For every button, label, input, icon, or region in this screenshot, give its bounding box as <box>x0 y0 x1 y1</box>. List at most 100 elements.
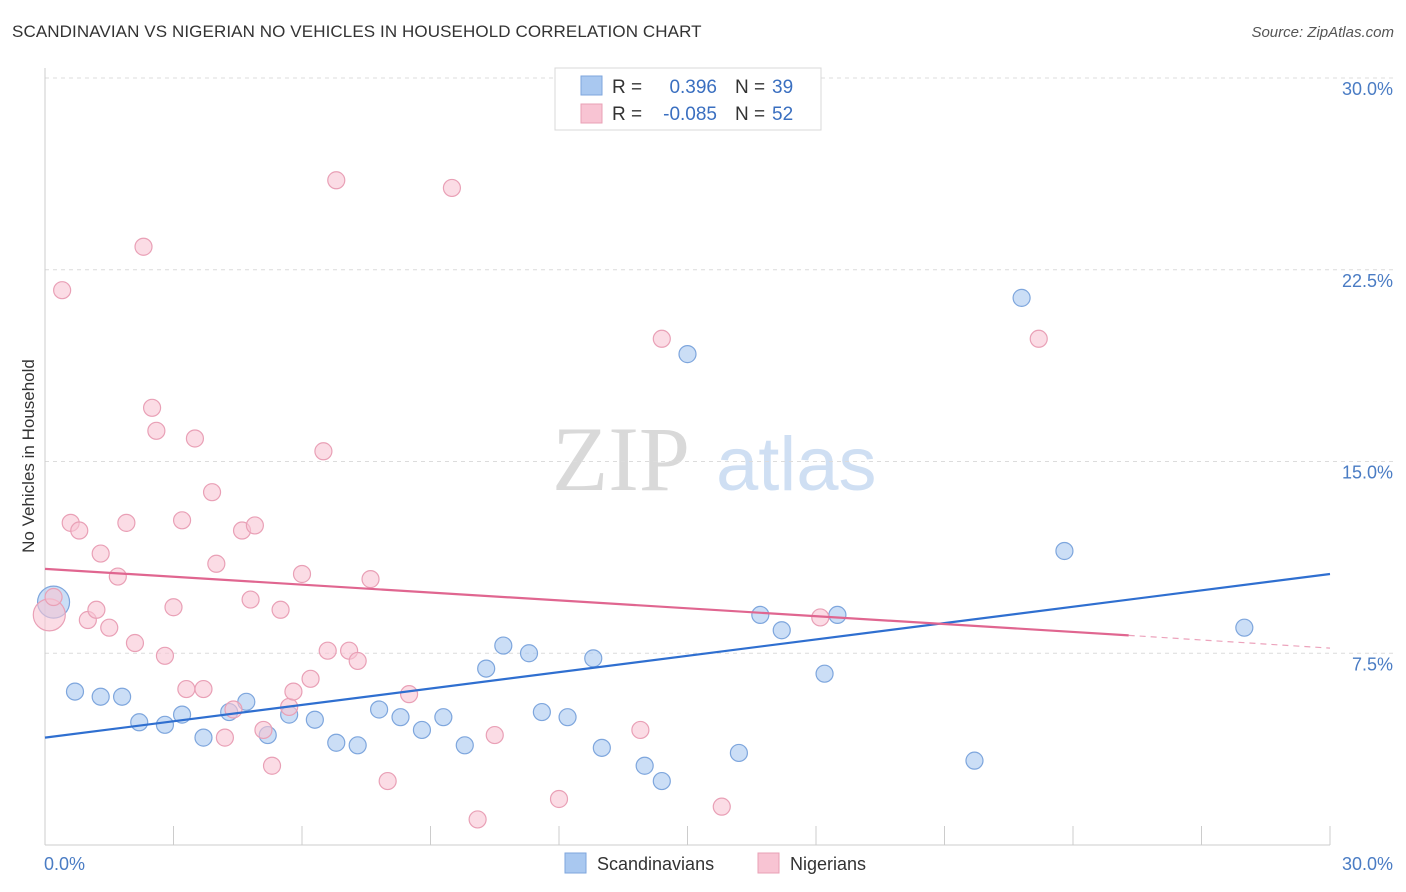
legend-n-label-scandinavians: N = <box>735 77 765 98</box>
point-nigerians-26 <box>241 590 260 609</box>
point-scandinavians-37 <box>1055 541 1074 561</box>
point-nigerians-8 <box>100 618 119 637</box>
point-nigerians-13 <box>142 398 162 417</box>
point-scandinavians-30 <box>729 743 749 763</box>
point-scandinavians-29 <box>678 345 697 364</box>
point-nigerians-43 <box>442 178 462 198</box>
point-nigerians-51 <box>1029 329 1048 348</box>
point-scandinavians-1 <box>65 682 85 701</box>
point-scandinavians-26 <box>592 738 611 757</box>
trend-line-nigerians <box>44 567 1129 637</box>
point-nigerians-18 <box>177 679 196 699</box>
point-scandinavians-32 <box>772 621 791 640</box>
legend-bottom-swatch-scandinavians <box>564 852 587 874</box>
y-axis-label: No Vehicles in Household <box>19 359 38 553</box>
point-nigerians-7 <box>91 544 110 563</box>
point-scandinavians-13 <box>327 733 346 752</box>
point-scandinavians-35 <box>965 751 984 770</box>
point-nigerians-23 <box>215 728 234 747</box>
watermark: ZIP atlas <box>552 408 877 510</box>
trend-line-scandinavians <box>44 572 1331 739</box>
trend-line-nigerians-extrapolated <box>1128 634 1331 649</box>
y-tick-label-2: 22.5% <box>1342 271 1393 291</box>
legend-bottom-label-scandinavians: Scandinavians <box>597 854 714 874</box>
point-scandinavians-23 <box>532 702 551 722</box>
legend-r-value-scandinavians: 0.396 <box>669 77 717 98</box>
point-scandinavians-3 <box>112 687 132 706</box>
point-nigerians-44 <box>468 810 487 829</box>
point-scandinavians-4 <box>130 713 149 732</box>
point-nigerians-46 <box>549 789 569 809</box>
y-tick-label-1: 15.0% <box>1342 463 1393 483</box>
legend-bottom-swatch-nigerians <box>757 852 780 874</box>
legend-top: R = 0.396 N = 39 R = -0.085 N = 52 <box>554 67 822 131</box>
point-nigerians-41 <box>378 771 397 791</box>
point-nigerians-40 <box>361 570 380 589</box>
point-scandinavians-15 <box>370 700 389 719</box>
y-tick-label-0: 7.5% <box>1352 654 1393 674</box>
point-nigerians-47 <box>631 720 650 740</box>
point-scandinavians-16 <box>391 708 410 727</box>
point-nigerians-30 <box>271 600 290 619</box>
point-scandinavians-25 <box>584 649 603 668</box>
legend-r-value-nigerians: -0.085 <box>663 104 717 125</box>
point-nigerians-45 <box>485 725 504 745</box>
point-nigerians-20 <box>194 679 213 699</box>
point-scandinavians-31 <box>751 605 770 625</box>
legend-n-value-nigerians: 52 <box>772 104 793 125</box>
trend-lines <box>44 567 1331 739</box>
point-scandinavians-2 <box>91 687 110 706</box>
point-scandinavians-18 <box>434 708 453 727</box>
point-nigerians-37 <box>327 171 346 190</box>
point-nigerians-15 <box>155 646 175 665</box>
point-nigerians-21 <box>202 483 222 502</box>
y-tick-label-3: 30.0% <box>1342 79 1393 99</box>
point-nigerians-9 <box>108 567 127 586</box>
point-scandinavians-14 <box>348 736 367 755</box>
legend-swatch-scandinavians <box>580 75 603 96</box>
point-scandinavians-7 <box>194 728 213 747</box>
point-nigerians-42 <box>399 685 419 704</box>
y-tick-labels: 7.5% 15.0% 22.5% 30.0% <box>1342 79 1393 674</box>
point-scandinavians-34 <box>828 605 847 625</box>
legend-n-label-nigerians: N = <box>735 104 765 125</box>
point-nigerians-16 <box>164 598 183 617</box>
watermark-zip: ZIP <box>552 408 690 510</box>
point-scandinavians-5 <box>155 715 175 734</box>
point-nigerians-6 <box>87 600 106 619</box>
point-nigerians-28 <box>254 720 273 740</box>
point-nigerians-10 <box>117 513 136 532</box>
legend-swatch-nigerians <box>580 103 603 124</box>
point-scandinavians-17 <box>412 720 432 740</box>
point-nigerians-22 <box>207 554 226 573</box>
point-scandinavians-24 <box>558 708 577 727</box>
point-nigerians-39 <box>348 651 367 671</box>
legend-n-value-scandinavians: 39 <box>772 77 793 98</box>
point-nigerians-1 <box>44 587 63 607</box>
point-nigerians-27 <box>245 516 264 535</box>
point-nigerians-19 <box>185 429 205 448</box>
point-scandinavians-21 <box>494 636 513 655</box>
x-tick-labels: 0.0% 30.0% <box>44 854 1393 874</box>
point-nigerians-17 <box>172 511 192 530</box>
point-nigerians-49 <box>712 797 731 816</box>
watermark-atlas: atlas <box>716 422 877 507</box>
point-nigerians-29 <box>262 756 282 775</box>
series-nigerians-points <box>32 171 1048 829</box>
point-nigerians-4 <box>70 521 89 540</box>
legend-bottom: Scandinavians Nigerians <box>564 852 866 874</box>
point-scandinavians-28 <box>652 771 671 791</box>
legend-bottom-label-nigerians: Nigerians <box>790 854 866 874</box>
point-nigerians-33 <box>292 564 312 584</box>
point-nigerians-14 <box>147 421 166 440</box>
point-nigerians-36 <box>318 641 337 660</box>
point-scandinavians-20 <box>477 659 496 678</box>
x-tick-label-max: 30.0% <box>1342 854 1393 874</box>
x-tick-label-min: 0.0% <box>44 854 85 874</box>
point-nigerians-32 <box>284 682 303 701</box>
legend-r-label-nigerians: R = <box>612 104 642 125</box>
point-nigerians-35 <box>314 442 333 461</box>
point-scandinavians-22 <box>519 644 539 663</box>
point-scandinavians-19 <box>455 736 474 755</box>
